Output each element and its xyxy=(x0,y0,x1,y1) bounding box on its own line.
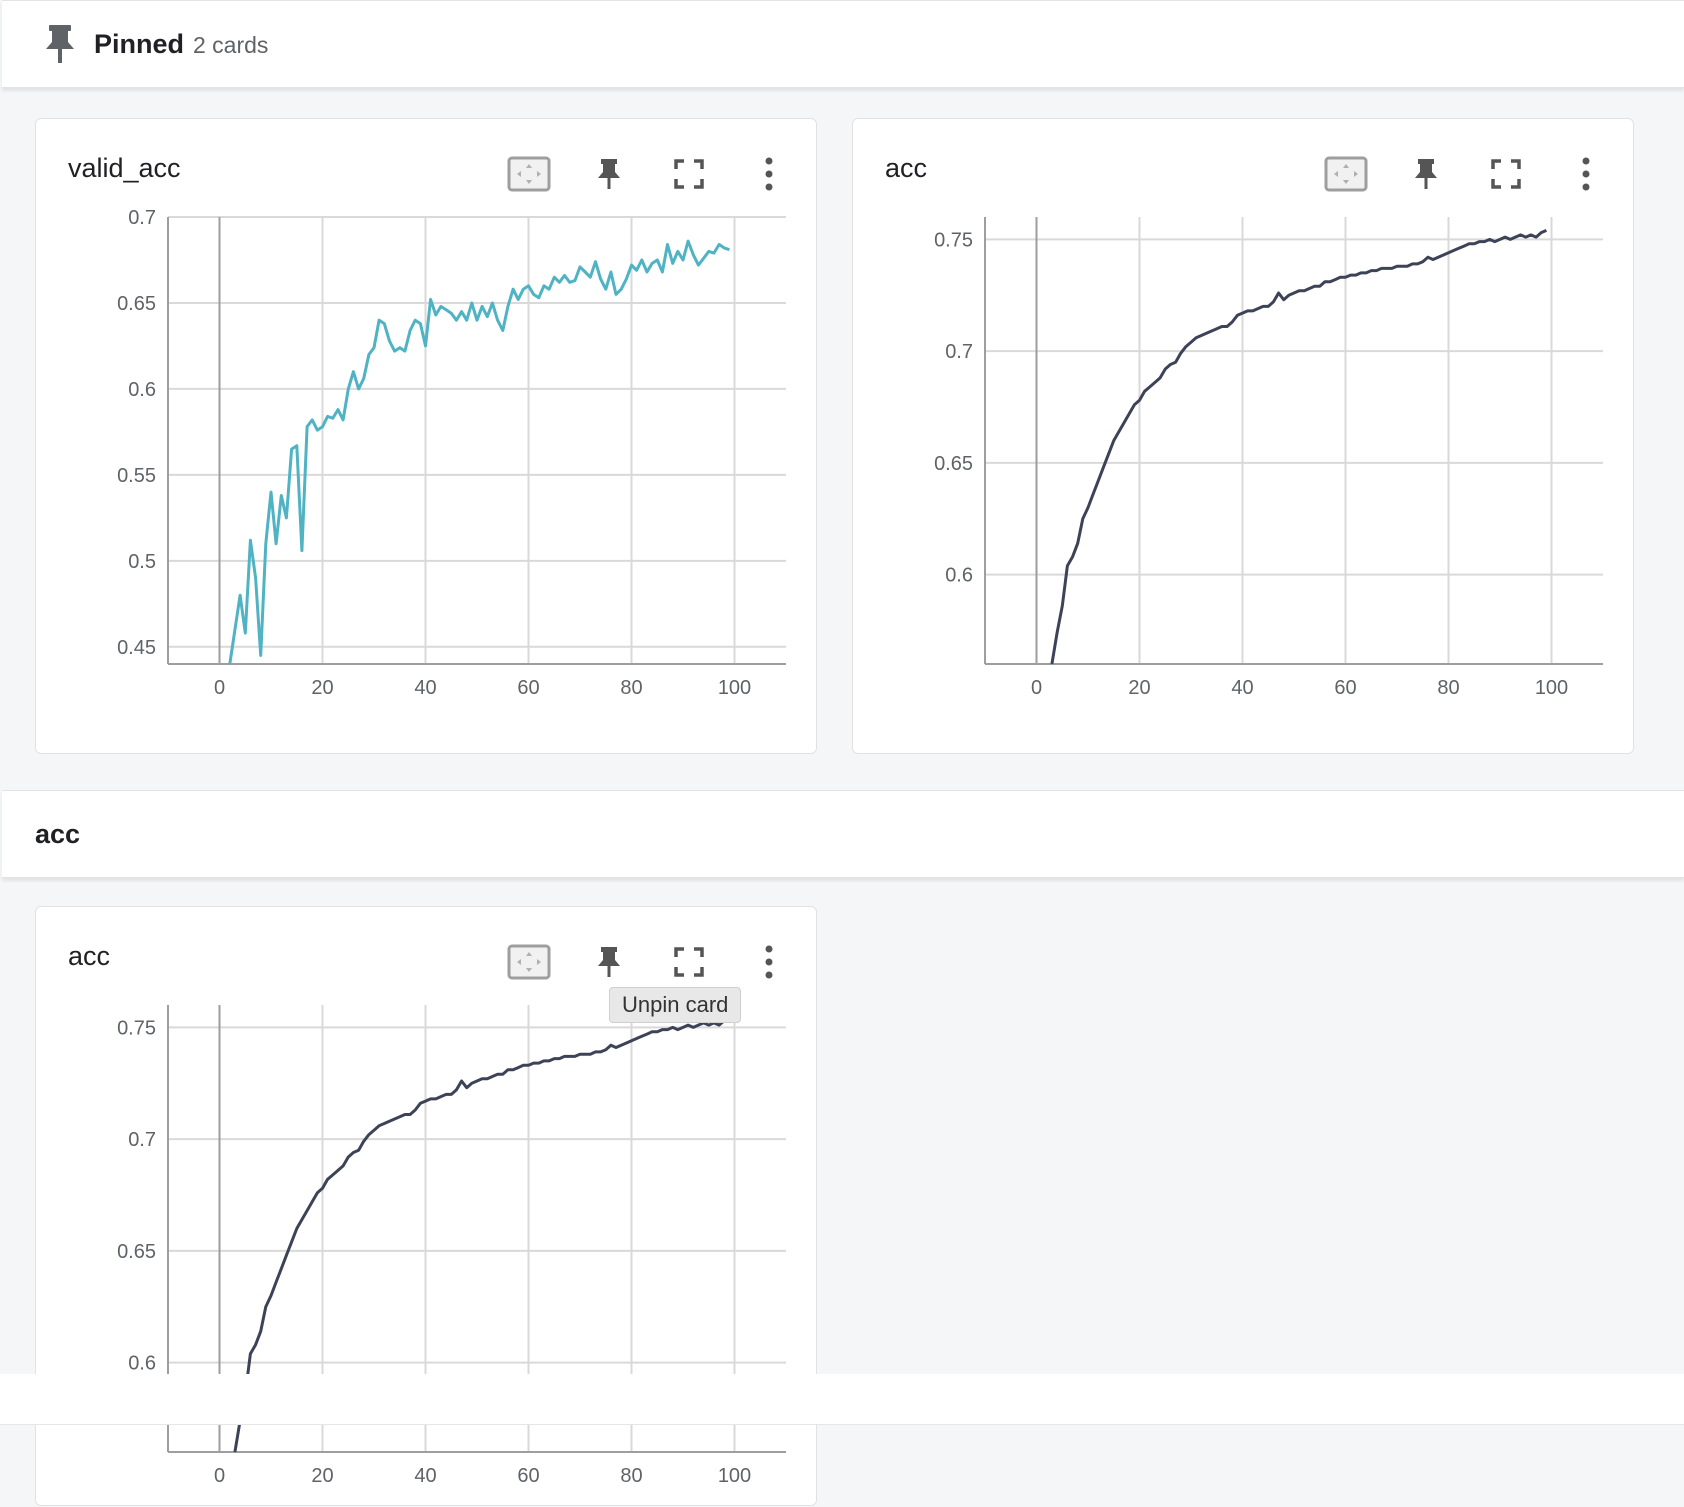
unpin-card-tooltip: Unpin card xyxy=(609,987,742,1023)
x-tick-label: 80 xyxy=(620,1465,642,1487)
scalar-card-valid-acc: valid_acc 0.45 0.5 0.55 0.6 0.65 0.7 0 20 40 60 80… xyxy=(35,118,817,754)
fit-domain-button[interactable] xyxy=(1321,149,1371,199)
y-tick-label: 0.6 xyxy=(945,565,973,587)
y-tick-label: 0.6 xyxy=(128,379,156,401)
y-tick-label: 0.65 xyxy=(117,293,156,315)
x-tick-label: 40 xyxy=(414,677,436,699)
x-tick-label: 40 xyxy=(414,1465,436,1487)
x-tick-label: 100 xyxy=(718,1465,751,1487)
x-tick-label: 80 xyxy=(620,677,642,699)
unpin-card-button[interactable] xyxy=(584,149,634,199)
y-tick-label: 0.7 xyxy=(128,1129,156,1151)
series-line xyxy=(228,239,730,665)
y-tick-label: 0.75 xyxy=(934,229,973,251)
group-title: acc xyxy=(35,819,81,849)
y-tick-label: 0.65 xyxy=(934,453,973,475)
pin-icon xyxy=(598,947,620,977)
x-tick-label: 20 xyxy=(311,1465,333,1487)
y-tick-label: 0.5 xyxy=(128,551,156,573)
fullscreen-icon xyxy=(674,947,704,977)
fit-domain-icon xyxy=(507,944,551,980)
x-tick-label: 0 xyxy=(214,677,225,699)
series-line xyxy=(1050,229,1547,665)
y-tick-label: 0.75 xyxy=(117,1017,156,1039)
y-tick-label: 0.7 xyxy=(945,341,973,363)
y-tick-label: 0.55 xyxy=(117,465,156,487)
line-chart[interactable]: 0.45 0.5 0.55 0.6 0.65 0.7 0 20 40 60 80 100 xyxy=(36,119,816,719)
fit-domain-button[interactable] xyxy=(504,937,554,987)
scalar-card-acc: acc 0.6 0.65 0.7 0.75 0 20 40 60 80 100 xyxy=(852,118,1634,754)
x-tick-label: 0 xyxy=(1031,677,1042,699)
pinned-title: Pinned xyxy=(94,29,185,59)
series-line xyxy=(233,1017,730,1453)
x-tick-label: 100 xyxy=(718,677,751,699)
x-tick-label: 60 xyxy=(1334,677,1356,699)
x-tick-label: 20 xyxy=(1128,677,1150,699)
x-tick-label: 80 xyxy=(1437,677,1459,699)
pin-icon xyxy=(1415,159,1437,189)
bottom-bar xyxy=(0,1374,1684,1425)
x-tick-label: 20 xyxy=(311,677,333,699)
y-tick-label: 0.7 xyxy=(128,207,156,229)
pin-icon xyxy=(42,23,78,70)
more-options-button[interactable] xyxy=(744,149,794,199)
fullscreen-button[interactable] xyxy=(664,937,714,987)
unpin-card-button[interactable] xyxy=(584,937,634,987)
x-tick-label: 100 xyxy=(1535,677,1568,699)
x-tick-label: 60 xyxy=(517,677,539,699)
more-vert-icon xyxy=(1582,157,1590,191)
pinned-card-count: 2 cards xyxy=(193,32,269,58)
fullscreen-icon xyxy=(674,159,704,189)
x-tick-label: 60 xyxy=(517,1465,539,1487)
y-tick-label: 0.65 xyxy=(117,1241,156,1263)
more-options-button[interactable] xyxy=(1561,149,1611,199)
more-vert-icon xyxy=(765,945,773,979)
x-tick-label: 0 xyxy=(214,1465,225,1487)
card-title: acc xyxy=(885,153,928,183)
pinned-section-header: Pinned 2 cards xyxy=(2,0,1684,88)
group-header-acc: acc xyxy=(2,790,1684,878)
fullscreen-icon xyxy=(1491,159,1521,189)
fullscreen-button[interactable] xyxy=(1481,149,1531,199)
line-chart[interactable]: 0.6 0.65 0.7 0.75 0 20 40 60 80 100 xyxy=(853,119,1633,719)
unpin-card-button[interactable] xyxy=(1401,149,1451,199)
fit-domain-button[interactable] xyxy=(504,149,554,199)
fit-domain-icon xyxy=(507,156,551,192)
fullscreen-button[interactable] xyxy=(664,149,714,199)
y-tick-label: 0.6 xyxy=(128,1353,156,1375)
card-title: acc xyxy=(68,941,111,971)
y-tick-label: 0.45 xyxy=(117,637,156,659)
card-title: valid_acc xyxy=(68,153,181,183)
x-tick-label: 40 xyxy=(1231,677,1253,699)
pin-icon xyxy=(598,159,620,189)
fit-domain-icon xyxy=(1324,156,1368,192)
more-options-button[interactable] xyxy=(744,937,794,987)
more-vert-icon xyxy=(765,157,773,191)
